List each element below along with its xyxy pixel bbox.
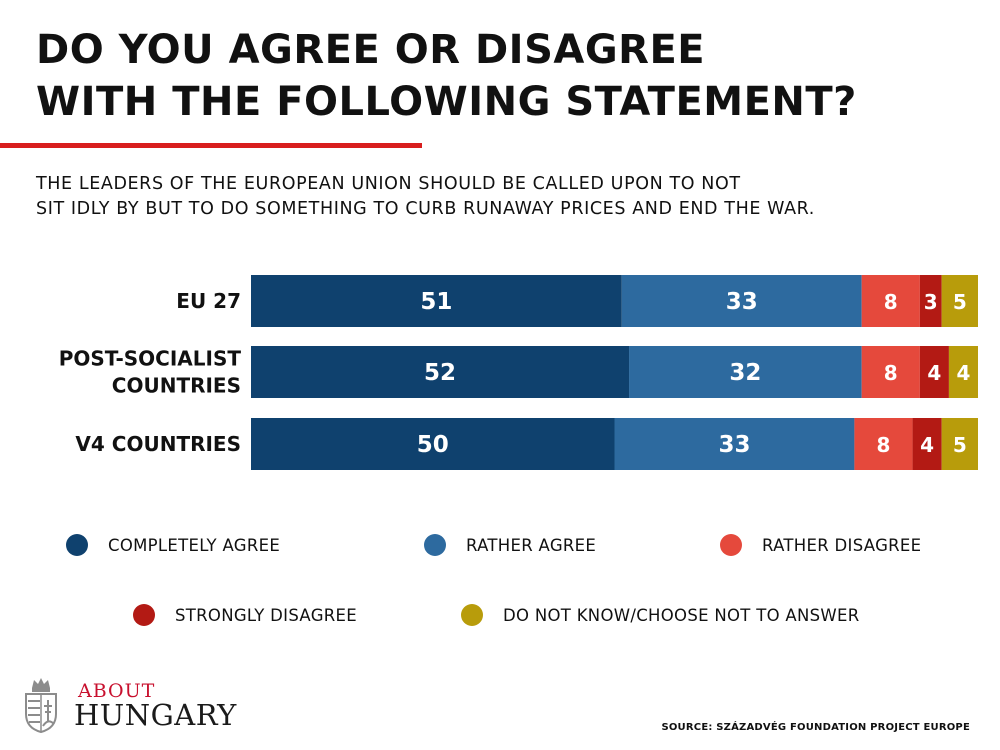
data-label: 4 xyxy=(956,361,970,385)
source-note: SOURCE: SZÁZADVÉG FOUNDATION PROJECT EUR… xyxy=(661,722,970,733)
chart-legend: COMPLETELY AGREE RATHER AGREE RATHER DISAG… xyxy=(0,520,1000,640)
bar-segment-eu-27-rather-agree xyxy=(621,275,862,327)
bar-segment-post-socialist-countries-completely-agree xyxy=(251,346,630,398)
category-label: V4 COUNTRIES xyxy=(75,432,241,456)
legend-label: RATHER AGREE xyxy=(466,535,597,555)
legend-label: STRONGLY DISAGREE xyxy=(175,605,358,625)
legend-swatch xyxy=(461,604,483,626)
chart-subtitle: THE LEADERS OF THE EUROPEAN UNION SHOULD… xyxy=(36,174,815,219)
data-label: 50 xyxy=(417,432,449,458)
category-label: COUNTRIES xyxy=(112,374,241,398)
legend-swatch xyxy=(66,534,88,556)
data-label: 51 xyxy=(420,289,452,315)
data-label: 33 xyxy=(726,289,758,315)
legend-label: DO NOT KNOW/CHOOSE NOT TO ANSWER xyxy=(503,605,860,625)
title-accent-rule xyxy=(0,143,422,148)
legend-item-rather-agree: RATHER AGREE xyxy=(424,534,596,556)
bar-segment-eu-27-do-not-know-choose-not-to-answer xyxy=(941,275,978,327)
logo-about-text: ABOUT xyxy=(78,680,156,702)
legend-item-strongly-disagree: STRONGLY DISAGREE xyxy=(133,604,357,626)
bar-segment-post-socialist-countries-do-not-know-choose-not-to-answer xyxy=(948,346,978,398)
legend-swatch xyxy=(424,534,446,556)
legend-swatch xyxy=(133,604,155,626)
legend-label: COMPLETELY AGREE xyxy=(108,535,281,555)
legend-swatch xyxy=(720,534,742,556)
data-label: 8 xyxy=(877,433,891,457)
logo-hungary-text: HUNGARY xyxy=(74,698,237,732)
bar-segment-v4-countries-strongly-disagree xyxy=(912,418,942,470)
bar-segment-post-socialist-countries-rather-disagree xyxy=(861,346,920,398)
bar-segment-v4-countries-rather-agree xyxy=(614,418,855,470)
category-label: POST-SOCIALIST xyxy=(59,347,242,371)
bar-segment-post-socialist-countries-strongly-disagree xyxy=(919,346,949,398)
hungarian-coat-of-arms-icon xyxy=(25,678,57,734)
legend-item-completely-agree: COMPLETELY AGREE xyxy=(66,534,280,556)
legend-item-do-not-know-choose-not-to-answer: DO NOT KNOW/CHOOSE NOT TO ANSWER xyxy=(461,604,860,626)
data-label: 3 xyxy=(924,290,938,314)
bar-segment-v4-countries-do-not-know-choose-not-to-answer xyxy=(941,418,978,470)
about-hungary-logo: ABOUT HUNGARY xyxy=(18,676,268,736)
data-label: 8 xyxy=(884,361,898,385)
legend-label: RATHER DISAGREE xyxy=(762,535,922,555)
bar-segment-eu-27-completely-agree xyxy=(251,275,622,327)
data-label: 5 xyxy=(953,290,967,314)
legend-item-rather-disagree: RATHER DISAGREE xyxy=(720,534,921,556)
bar-segment-eu-27-strongly-disagree xyxy=(919,275,942,327)
chart-title: DO YOU AGREE OR DISAGREE WITH THE FOLLOW… xyxy=(36,27,857,125)
bar-segment-v4-countries-completely-agree xyxy=(251,418,615,470)
data-label: 8 xyxy=(884,290,898,314)
data-label: 4 xyxy=(927,361,941,385)
bar-segment-v4-countries-rather-disagree xyxy=(854,418,913,470)
data-label: 32 xyxy=(729,360,761,386)
data-label: 52 xyxy=(424,360,456,386)
data-label: 33 xyxy=(718,432,750,458)
bar-segment-eu-27-rather-disagree xyxy=(861,275,920,327)
data-label: 4 xyxy=(920,433,934,457)
category-label: EU 27 xyxy=(176,289,241,313)
data-label: 5 xyxy=(953,433,967,457)
bar-segment-post-socialist-countries-rather-agree xyxy=(629,346,862,398)
